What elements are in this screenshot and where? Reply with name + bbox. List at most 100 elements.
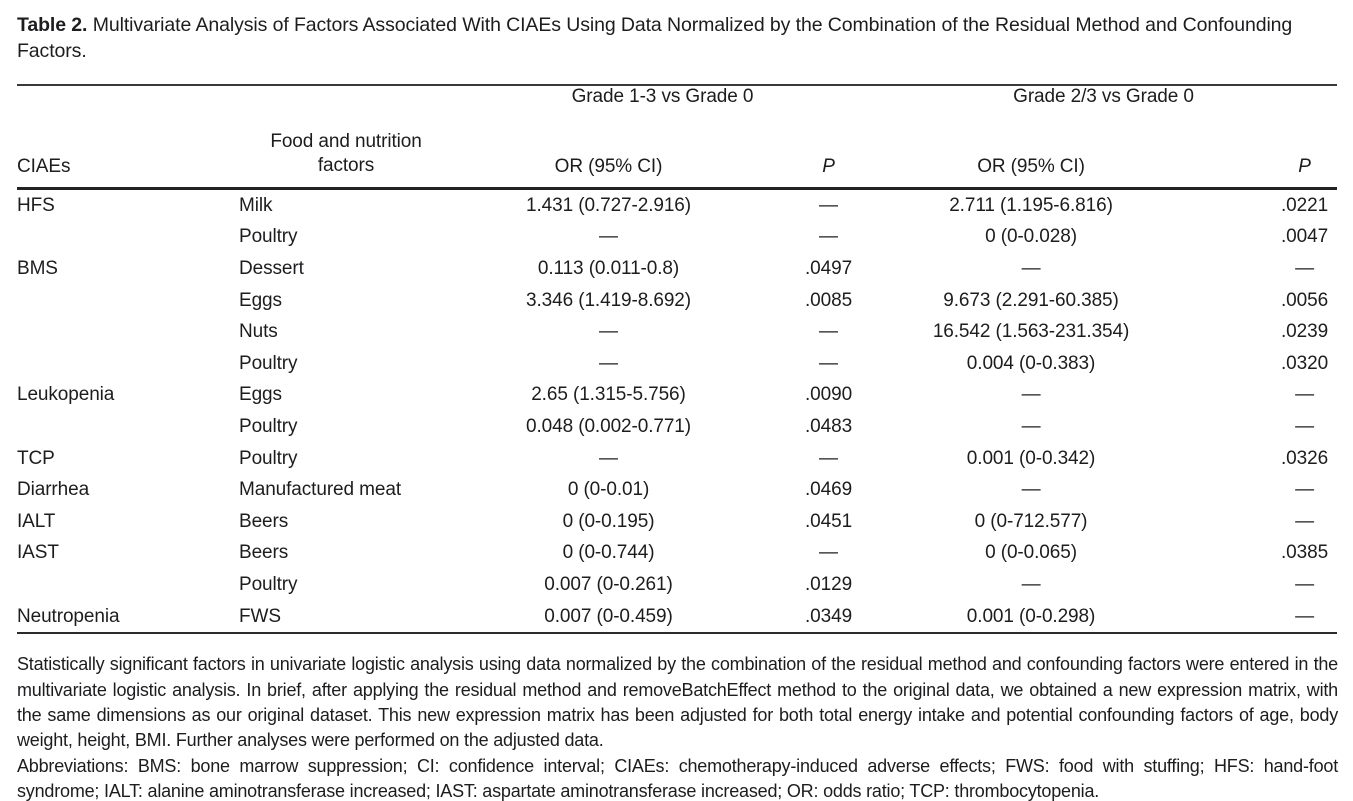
ciae-cell: IALT	[17, 510, 56, 532]
table-row: Poultry — — 0.004 (0-0.383) .0320	[17, 348, 1337, 380]
p-grade23-cell: —	[1295, 479, 1314, 501]
ciae-cell: TCP	[17, 447, 55, 469]
p-grade23-cell: —	[1295, 384, 1314, 406]
ciae-cell	[17, 285, 237, 317]
or-ci-grade13-cell: —	[599, 226, 618, 248]
ciae-cell	[17, 411, 237, 443]
p-grade13-cell: .0129	[804, 573, 853, 595]
header-or-ci-grade13: OR (95% CI)	[455, 132, 742, 190]
ciae-cell	[17, 348, 237, 380]
food-factor-cell: Poultry	[239, 352, 298, 374]
p-grade13-cell: —	[819, 542, 838, 564]
header-or-ci-grade23: OR (95% CI)	[870, 132, 1193, 190]
header-group-grade23-label: Grade 2/3 vs Grade 0	[1013, 86, 1194, 107]
p-grade13-cell: .0497	[804, 257, 853, 279]
or-ci-grade23-cell: 0 (0-0.028)	[985, 226, 1077, 248]
p-grade13-cell: —	[819, 447, 838, 469]
p-grade23-cell: .0056	[1280, 289, 1329, 311]
header-group-grade23: Grade 2/3 vs Grade 0	[870, 85, 1337, 132]
p-grade13-cell: .0469	[804, 479, 853, 501]
or-ci-grade23-cell: —	[1021, 415, 1041, 437]
food-factor-cell: Milk	[239, 194, 273, 216]
food-factor-cell: Eggs	[239, 384, 282, 406]
or-ci-grade23-cell: —	[1021, 384, 1041, 406]
or-ci-grade23-cell: —	[1021, 479, 1041, 501]
table-caption: Table 2. Multivariate Analysis of Factor…	[17, 12, 1337, 64]
footnote-abbreviations: Abbreviations: BMS: bone marrow suppress…	[17, 755, 1338, 801]
header-food-factors-line1: Food and nutrition	[270, 131, 422, 152]
or-ci-grade13-cell: 0 (0-0.195)	[562, 510, 655, 532]
table-row: IALT Beers 0 (0-0.195) .0451 0 (0-712.57…	[17, 506, 1337, 538]
ciae-cell: Neutropenia	[17, 605, 120, 627]
table-row: HFS Milk 1.431 (0.727-2.916) — 2.711 (1.…	[17, 189, 1337, 222]
food-factor-cell: Dessert	[239, 257, 304, 279]
food-factor-cell: Eggs	[239, 289, 282, 311]
p-grade13-cell: —	[819, 321, 838, 343]
or-ci-grade13-cell: —	[599, 321, 618, 343]
sub-header-row: OR (95% CI) P OR (95% CI) P	[17, 132, 1338, 190]
header-food-factors-line2: factors	[317, 155, 375, 176]
food-factor-cell: Poultry	[239, 226, 298, 248]
header-ciaes: CIAEs	[17, 85, 237, 190]
or-ci-grade13-cell: 2.65 (1.315-5.756)	[531, 384, 686, 406]
p-grade23-cell: .0239	[1280, 321, 1329, 343]
food-factor-cell: Poultry	[239, 447, 298, 469]
table-row: Neutropenia FWS 0.007 (0-0.459) .0349 0.…	[17, 601, 1337, 634]
p-grade23-cell: —	[1295, 573, 1314, 595]
food-factor-cell: Poultry	[239, 415, 298, 437]
food-factor-cell: Beers	[239, 542, 289, 564]
or-ci-grade13-cell: 0.007 (0-0.459)	[544, 605, 673, 627]
header-group-grade13-label: Grade 1-3 vs Grade 0	[571, 86, 754, 107]
table-row: Poultry 0.048 (0.002-0.771) .0483 — —	[17, 411, 1337, 443]
or-ci-grade13-cell: 0.113 (0.011-0.8)	[537, 257, 680, 279]
results-table: CIAEs Food and nutrition factors Grade 1…	[17, 84, 1338, 635]
p-grade13-cell: —	[819, 352, 838, 374]
p-grade23-cell: —	[1295, 605, 1314, 627]
ciae-cell: Leukopenia	[17, 384, 115, 406]
or-ci-grade23-cell: 0.001 (0-0.298)	[966, 605, 1096, 627]
ciae-cell	[17, 222, 237, 254]
table-header: CIAEs Food and nutrition factors Grade 1…	[17, 85, 1338, 190]
p-grade23-cell: .0385	[1280, 542, 1329, 564]
p-grade23-cell: —	[1295, 415, 1314, 437]
p-grade23-cell: .0221	[1280, 194, 1329, 216]
table-row: Nuts — — 16.542 (1.563-231.354) .0239	[17, 316, 1337, 348]
p-grade23-cell: —	[1295, 257, 1314, 279]
ciae-cell	[17, 569, 237, 601]
table-body: HFS Milk 1.431 (0.727-2.916) — 2.711 (1.…	[17, 189, 1337, 634]
table-caption-label: Table 2.	[17, 14, 88, 36]
or-ci-grade13-cell: 0 (0-0.744)	[562, 542, 655, 564]
or-ci-grade13-cell: 0 (0-0.01)	[567, 479, 650, 501]
table-caption-text: Multivariate Analysis of Factors Associa…	[17, 14, 1293, 62]
ciae-cell: HFS	[17, 194, 55, 216]
or-ci-grade23-cell: 0 (0-0.065)	[985, 542, 1077, 564]
or-ci-grade23-cell: 0.001 (0-0.342)	[966, 447, 1096, 469]
table-row: BMS Dessert 0.113 (0.011-0.8) .0497 — —	[17, 253, 1337, 285]
or-ci-grade13-cell: 1.431 (0.727-2.916)	[526, 194, 691, 216]
food-factor-cell: Poultry	[239, 573, 298, 595]
p-grade13-cell: .0085	[804, 289, 853, 311]
or-ci-grade13-cell: 0.007 (0-0.261)	[544, 573, 673, 595]
p-grade23-cell: .0326	[1280, 447, 1329, 469]
or-ci-grade23-cell: 9.673 (2.291-60.385)	[943, 289, 1119, 311]
footnote-methods: Statistically significant factors in uni…	[17, 654, 1338, 751]
header-p-grade13: P	[742, 132, 871, 190]
header-food-factors: Food and nutrition factors	[237, 85, 455, 190]
food-factor-cell: FWS	[239, 605, 281, 627]
or-ci-grade13-cell: —	[599, 352, 618, 374]
or-ci-grade13-cell: —	[599, 447, 618, 469]
or-ci-grade13-cell: 0.048 (0.002-0.771)	[526, 415, 691, 437]
or-ci-grade13-cell: 3.346 (1.419-8.692)	[526, 289, 691, 311]
ciae-cell: BMS	[17, 257, 58, 279]
table-footnotes: Statistically significant factors in uni…	[17, 652, 1338, 801]
p-grade13-cell: .0483	[804, 415, 853, 437]
p-grade23-cell: —	[1295, 510, 1314, 532]
or-ci-grade23-cell: 2.711 (1.195-6.816)	[949, 194, 1113, 216]
ciae-cell: Diarrhea	[17, 479, 90, 501]
p-grade13-cell: —	[819, 194, 838, 216]
p-grade13-cell: —	[819, 226, 838, 248]
table-row: Poultry 0.007 (0-0.261) .0129 — —	[17, 569, 1337, 601]
or-ci-grade23-cell: —	[1021, 573, 1041, 595]
header-p-grade23: P	[1192, 132, 1338, 190]
table-row: Eggs 3.346 (1.419-8.692) .0085 9.673 (2.…	[17, 285, 1337, 317]
